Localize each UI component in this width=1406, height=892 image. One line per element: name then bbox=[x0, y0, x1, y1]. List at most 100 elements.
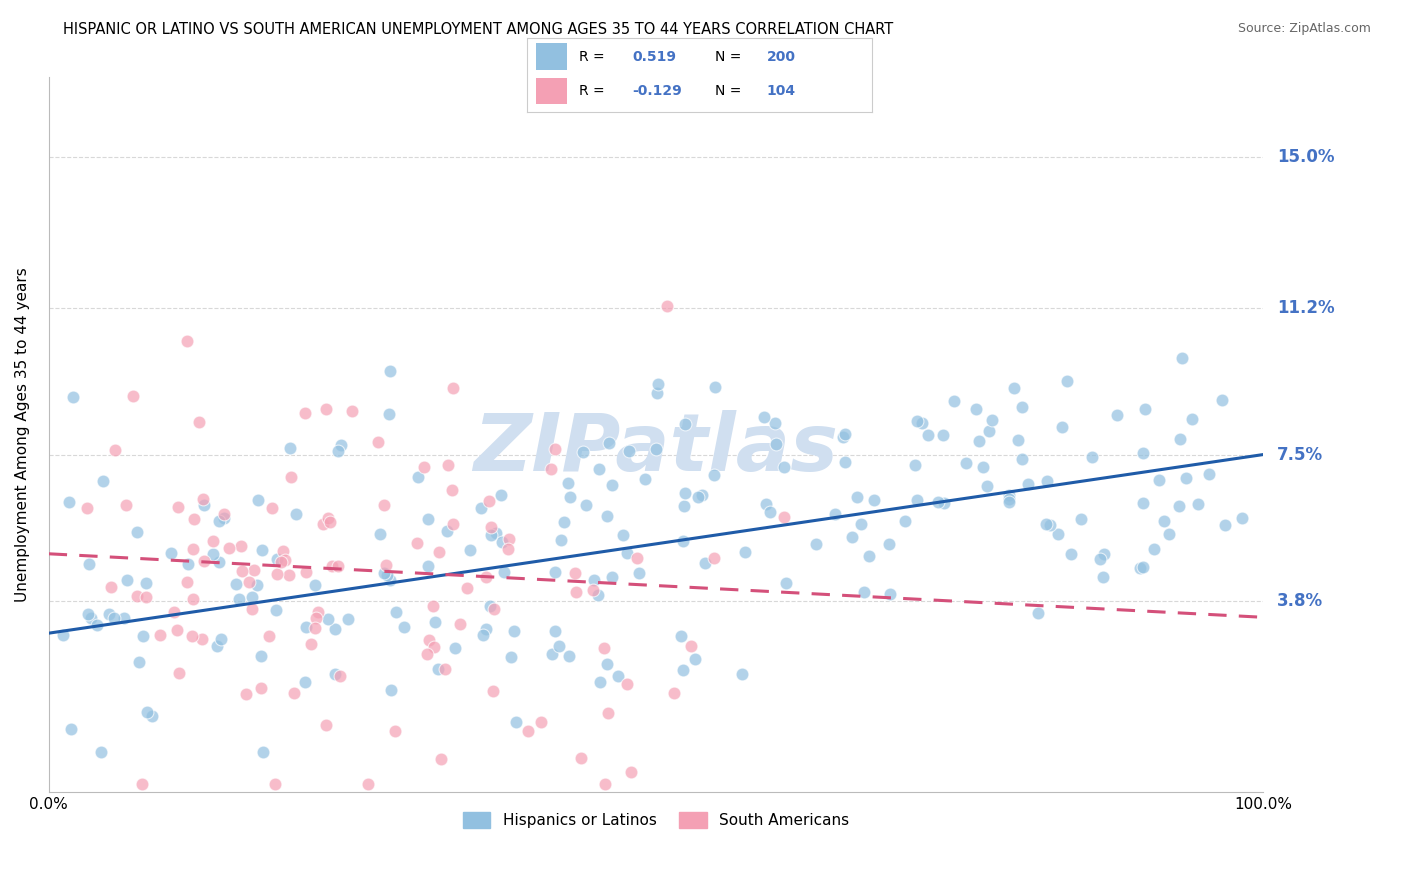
Point bbox=[673, 417, 696, 432]
Point bbox=[475, 570, 498, 584]
Point bbox=[662, 686, 685, 700]
Point bbox=[647, 386, 669, 401]
Text: -0.129: -0.129 bbox=[633, 84, 682, 98]
Point bbox=[315, 401, 337, 416]
Point bbox=[1147, 473, 1170, 487]
Point bbox=[252, 745, 274, 759]
Point bbox=[879, 587, 901, 601]
Point bbox=[207, 514, 229, 528]
Point bbox=[484, 602, 506, 616]
Point bbox=[242, 563, 264, 577]
Point bbox=[1038, 518, 1060, 533]
Point bbox=[589, 675, 612, 690]
Point bbox=[246, 493, 269, 508]
Point bbox=[209, 632, 232, 647]
Point bbox=[485, 526, 508, 541]
Point bbox=[804, 537, 827, 551]
Point bbox=[180, 629, 202, 643]
Point bbox=[316, 612, 339, 626]
Point bbox=[304, 578, 326, 592]
Point bbox=[202, 547, 225, 561]
Point bbox=[481, 683, 503, 698]
Point bbox=[564, 566, 586, 580]
Point bbox=[505, 714, 527, 729]
Point bbox=[406, 535, 429, 549]
Point bbox=[294, 565, 316, 579]
Point bbox=[773, 510, 796, 524]
Point bbox=[86, 618, 108, 632]
Point bbox=[544, 624, 567, 638]
Point bbox=[1143, 542, 1166, 557]
Point bbox=[1002, 381, 1025, 395]
Point bbox=[479, 528, 502, 542]
Point bbox=[690, 488, 713, 502]
Point bbox=[122, 389, 145, 403]
Point bbox=[894, 514, 917, 528]
Point bbox=[731, 666, 754, 681]
Point bbox=[612, 528, 634, 542]
Point bbox=[494, 565, 516, 579]
Point bbox=[905, 492, 928, 507]
Point bbox=[79, 611, 101, 625]
Text: 0.519: 0.519 bbox=[633, 50, 676, 63]
Point bbox=[858, 549, 880, 563]
Point bbox=[695, 556, 717, 570]
Point bbox=[202, 533, 225, 548]
Point bbox=[321, 558, 343, 573]
Point bbox=[104, 442, 127, 457]
Point bbox=[212, 510, 235, 524]
Point bbox=[205, 640, 228, 654]
Point bbox=[270, 555, 292, 569]
Point bbox=[1036, 474, 1059, 488]
Point bbox=[52, 628, 75, 642]
Point bbox=[98, 607, 121, 621]
Point bbox=[315, 717, 337, 731]
Point bbox=[1153, 514, 1175, 528]
Point bbox=[596, 706, 619, 720]
Point bbox=[1092, 570, 1115, 584]
Point bbox=[851, 517, 873, 532]
Point bbox=[166, 623, 188, 637]
Point bbox=[79, 557, 101, 571]
Point bbox=[264, 777, 287, 791]
Point bbox=[704, 380, 727, 394]
Point bbox=[626, 550, 648, 565]
Point bbox=[557, 476, 579, 491]
Point bbox=[436, 524, 458, 538]
Point bbox=[240, 602, 263, 616]
Point bbox=[193, 554, 215, 568]
Point bbox=[834, 455, 856, 469]
Point bbox=[655, 299, 678, 313]
Point bbox=[1088, 552, 1111, 566]
Point bbox=[238, 575, 260, 590]
Point bbox=[112, 611, 135, 625]
Point bbox=[323, 622, 346, 636]
Point bbox=[418, 632, 440, 647]
Point bbox=[235, 687, 257, 701]
Text: 3.8%: 3.8% bbox=[1277, 592, 1323, 610]
Point bbox=[600, 477, 623, 491]
Point bbox=[628, 566, 651, 581]
Point bbox=[765, 437, 787, 451]
Point bbox=[498, 532, 520, 546]
Point bbox=[427, 545, 450, 559]
Point bbox=[998, 491, 1021, 506]
Point bbox=[917, 428, 939, 442]
Point bbox=[295, 620, 318, 634]
Text: 200: 200 bbox=[766, 50, 796, 63]
Point bbox=[212, 507, 235, 521]
Point bbox=[378, 364, 401, 378]
Point bbox=[307, 605, 329, 619]
Point bbox=[228, 592, 250, 607]
Point bbox=[672, 499, 695, 513]
Point bbox=[544, 565, 567, 579]
Point bbox=[1007, 434, 1029, 448]
Point bbox=[294, 406, 316, 420]
Point bbox=[441, 381, 464, 395]
Point bbox=[586, 588, 609, 602]
Point bbox=[927, 495, 949, 509]
Point bbox=[617, 443, 640, 458]
Point bbox=[734, 545, 756, 559]
Point bbox=[58, 495, 80, 509]
Point bbox=[240, 590, 263, 604]
